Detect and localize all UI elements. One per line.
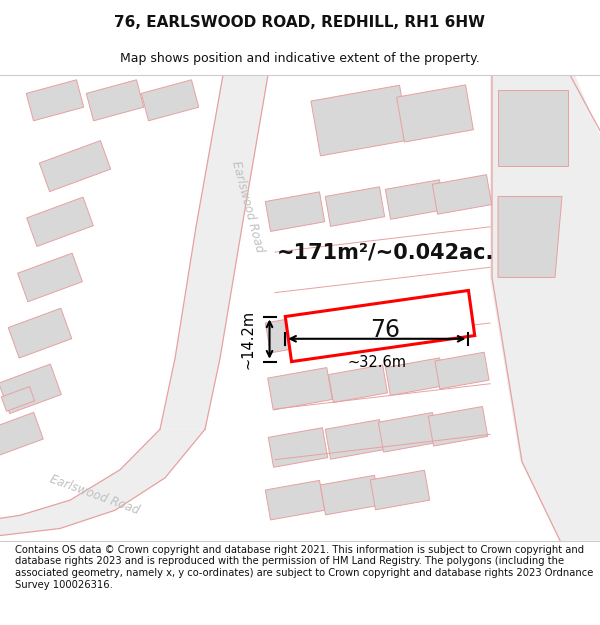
Polygon shape	[26, 197, 94, 246]
Polygon shape	[40, 141, 110, 192]
Polygon shape	[8, 308, 72, 358]
Polygon shape	[328, 365, 388, 403]
Polygon shape	[370, 470, 430, 510]
Polygon shape	[285, 291, 475, 362]
Polygon shape	[86, 80, 144, 121]
Polygon shape	[379, 412, 437, 452]
Polygon shape	[268, 368, 332, 410]
Polygon shape	[1, 387, 35, 411]
Polygon shape	[26, 80, 84, 121]
Polygon shape	[325, 419, 385, 459]
Text: Map shows position and indicative extent of the property.: Map shows position and indicative extent…	[120, 52, 480, 65]
Polygon shape	[498, 196, 562, 278]
Polygon shape	[0, 412, 43, 456]
Text: Earlswood Road: Earlswood Road	[230, 159, 266, 254]
Polygon shape	[311, 85, 409, 156]
Polygon shape	[498, 90, 568, 166]
Polygon shape	[428, 406, 488, 446]
Text: ~32.6m: ~32.6m	[347, 355, 406, 370]
Text: ~14.2m: ~14.2m	[241, 309, 256, 369]
Polygon shape	[265, 481, 325, 520]
Text: Earlswood Road: Earlswood Road	[49, 473, 142, 518]
Polygon shape	[385, 358, 445, 396]
Text: 76: 76	[370, 318, 400, 342]
Polygon shape	[320, 475, 380, 515]
Text: Contains OS data © Crown copyright and database right 2021. This information is : Contains OS data © Crown copyright and d…	[15, 545, 593, 589]
Polygon shape	[268, 428, 328, 468]
Polygon shape	[17, 253, 82, 302]
Polygon shape	[435, 352, 489, 389]
Polygon shape	[0, 429, 205, 536]
Polygon shape	[265, 313, 325, 353]
Polygon shape	[265, 192, 325, 231]
Polygon shape	[325, 187, 385, 226]
Polygon shape	[490, 75, 600, 541]
Text: ~171m²/~0.042ac.: ~171m²/~0.042ac.	[277, 242, 494, 262]
Polygon shape	[141, 80, 199, 121]
Polygon shape	[160, 75, 268, 429]
Polygon shape	[385, 180, 445, 219]
Text: 76, EARLSWOOD ROAD, REDHILL, RH1 6HW: 76, EARLSWOOD ROAD, REDHILL, RH1 6HW	[115, 15, 485, 30]
Polygon shape	[433, 174, 491, 214]
Polygon shape	[397, 85, 473, 142]
Polygon shape	[0, 364, 61, 414]
